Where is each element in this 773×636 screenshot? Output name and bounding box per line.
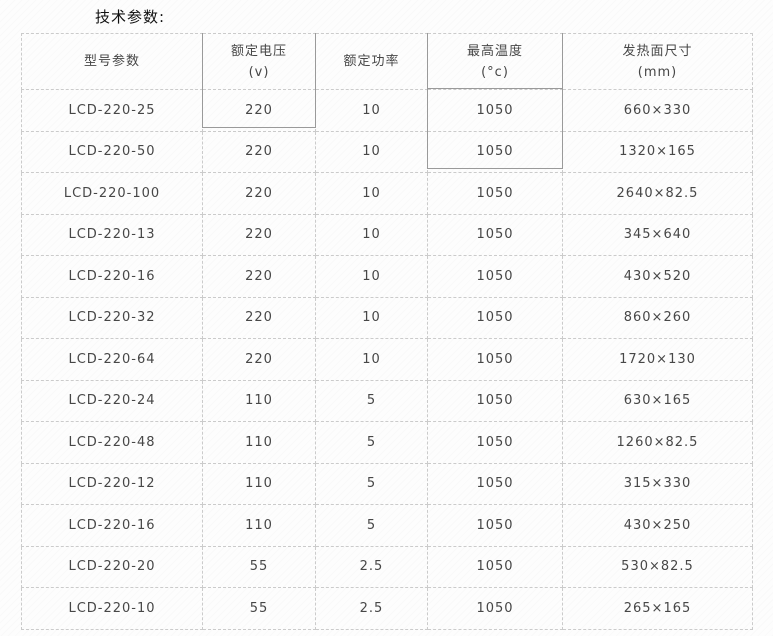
cell-power: 10 (315, 213, 428, 256)
cell-voltage: 110 (202, 379, 316, 422)
cell-model: LCD-220-16 (21, 504, 203, 547)
header-label: 型号参数 (83, 54, 140, 69)
cell-power: 2.5 (315, 545, 428, 588)
cell-max_temp: 1050 (427, 421, 563, 464)
cell-voltage: 220 (202, 255, 316, 298)
cell-max_temp: 1050 (427, 545, 563, 588)
cell-voltage: 55 (202, 587, 316, 630)
cell-max_temp: 1050 (427, 130, 563, 173)
table-row: LCD-220-20 55 2.5 1050 530×82.5 (21, 545, 753, 588)
cell-power: 2.5 (315, 587, 428, 630)
cell-max_temp: 1050 (427, 338, 563, 381)
cell-model: LCD-220-12 (21, 462, 203, 505)
header-label: 最高温度 (466, 43, 523, 59)
cell-model: LCD-220-24 (21, 379, 203, 422)
header-unit: (v) (248, 64, 270, 80)
section-title: 技术参数: (95, 8, 166, 26)
cell-max_temp: 1050 (427, 379, 563, 422)
cell-voltage: 55 (202, 545, 316, 588)
cell-model: LCD-220-25 (21, 89, 203, 132)
cell-voltage: 220 (202, 213, 316, 256)
cell-model: LCD-220-16 (21, 255, 203, 298)
header-cell-power: 额定功率 (315, 33, 428, 90)
header-cell-surface-size: 发热面尺寸 (mm) (562, 33, 753, 90)
cell-max_temp: 1050 (427, 504, 563, 547)
cell-voltage: 220 (202, 296, 316, 339)
cell-model: LCD-220-13 (21, 213, 203, 256)
table-row: LCD-220-16 220 10 1050 430×520 (21, 255, 753, 298)
table-row: LCD-220-24 110 5 1050 630×165 (21, 379, 753, 422)
table-row: LCD-220-100 220 10 1050 2640×82.5 (21, 172, 753, 215)
cell-voltage: 220 (202, 172, 316, 215)
header-unit: (mm) (637, 64, 678, 80)
cell-surface_size: 1720×130 (562, 338, 753, 381)
cell-power: 10 (315, 172, 428, 215)
cell-surface_size: 2640×82.5 (562, 172, 753, 215)
cell-max_temp: 1050 (427, 89, 563, 132)
spec-table: 型号参数 额定电压 (v) 额定功率 最高温度 (°c) 发热面尺寸 (mm) (21, 33, 753, 630)
cell-model: LCD-220-64 (21, 338, 203, 381)
cell-power: 10 (315, 338, 428, 381)
cell-voltage: 110 (202, 421, 316, 464)
cell-voltage: 110 (202, 462, 316, 505)
table-header: 型号参数 额定电压 (v) 额定功率 最高温度 (°c) 发热面尺寸 (mm) (21, 33, 753, 90)
cell-max_temp: 1050 (427, 255, 563, 298)
table-row: LCD-220-16 110 5 1050 430×250 (21, 504, 753, 547)
cell-power: 5 (315, 462, 428, 505)
cell-surface_size: 660×330 (562, 89, 753, 132)
table-row: LCD-220-64 220 10 1050 1720×130 (21, 338, 753, 381)
cell-surface_size: 430×520 (562, 255, 753, 298)
cell-power: 10 (315, 296, 428, 339)
cell-max_temp: 1050 (427, 587, 563, 630)
cell-surface_size: 265×165 (562, 587, 753, 630)
cell-surface_size: 345×640 (562, 213, 753, 256)
table-row: LCD-220-32 220 10 1050 860×260 (21, 296, 753, 339)
cell-power: 10 (315, 89, 428, 132)
cell-max_temp: 1050 (427, 462, 563, 505)
cell-power: 10 (315, 130, 428, 173)
cell-voltage: 220 (202, 89, 316, 132)
cell-max_temp: 1050 (427, 296, 563, 339)
table-body: LCD-220-25 220 10 1050 660×330 LCD-220-50 220 1… (21, 89, 753, 630)
cell-model: LCD-220-20 (21, 545, 203, 588)
cell-surface_size: 1260×82.5 (562, 421, 753, 464)
table-row: LCD-220-12 110 5 1050 315×330 (21, 462, 753, 505)
cell-surface_size: 430×250 (562, 504, 753, 547)
cell-voltage: 110 (202, 504, 316, 547)
cell-model: LCD-220-100 (21, 172, 203, 215)
header-cell-voltage: 额定电压 (v) (202, 33, 316, 90)
cell-voltage: 220 (202, 130, 316, 173)
table-row: LCD-220-48 110 5 1050 1260×82.5 (21, 421, 753, 464)
header-label: 额定电压 (230, 43, 287, 59)
cell-power: 5 (315, 421, 428, 464)
cell-model: LCD-220-48 (21, 421, 203, 464)
cell-surface_size: 1320×165 (562, 130, 753, 173)
header-cell-model: 型号参数 (21, 33, 203, 90)
table-row: LCD-220-13 220 10 1050 345×640 (21, 213, 753, 256)
header-label: 发热面尺寸 (622, 43, 693, 59)
cell-max_temp: 1050 (427, 213, 563, 256)
header-cell-max-temp: 最高温度 (°c) (427, 33, 563, 90)
cell-model: LCD-220-32 (21, 296, 203, 339)
cell-voltage: 220 (202, 338, 316, 381)
cell-model: LCD-220-50 (21, 130, 203, 173)
cell-surface_size: 315×330 (562, 462, 753, 505)
cell-max_temp: 1050 (427, 172, 563, 215)
cell-power: 5 (315, 379, 428, 422)
header-label: 额定功率 (343, 54, 400, 69)
cell-power: 10 (315, 255, 428, 298)
table-row: LCD-220-50 220 10 1050 1320×165 (21, 130, 753, 173)
cell-power: 5 (315, 504, 428, 547)
cell-surface_size: 860×260 (562, 296, 753, 339)
table-row: LCD-220-25 220 10 1050 660×330 (21, 89, 753, 132)
table-row: LCD-220-10 55 2.5 1050 265×165 (21, 587, 753, 630)
header-row: 型号参数 额定电压 (v) 额定功率 最高温度 (°c) 发热面尺寸 (mm) (21, 33, 753, 90)
spec-table-container: 型号参数 额定电压 (v) 额定功率 最高温度 (°c) 发热面尺寸 (mm) (21, 33, 753, 630)
cell-model: LCD-220-10 (21, 587, 203, 630)
cell-surface_size: 530×82.5 (562, 545, 753, 588)
cell-surface_size: 630×165 (562, 379, 753, 422)
header-unit: (°c) (481, 64, 509, 80)
